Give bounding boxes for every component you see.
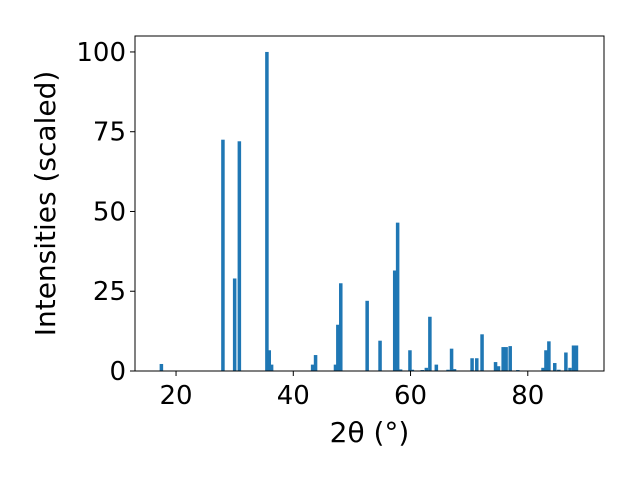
bar xyxy=(378,340,382,371)
bar xyxy=(493,362,498,371)
bar xyxy=(398,369,403,371)
bar xyxy=(313,355,318,371)
bar xyxy=(221,139,225,371)
bar xyxy=(392,270,397,371)
bar xyxy=(470,358,474,371)
y-axis: 0 25 50 75 100 xyxy=(76,38,135,387)
plot-frame xyxy=(134,35,605,372)
bar xyxy=(237,141,242,371)
y-tick-label: 50 xyxy=(93,197,126,227)
x-tick-label: 80 xyxy=(511,381,544,411)
x-axis: 20 40 60 80 xyxy=(159,371,544,411)
bar xyxy=(428,316,432,371)
bar xyxy=(557,369,561,371)
bar xyxy=(410,369,415,371)
bar xyxy=(408,350,412,371)
bar xyxy=(434,364,439,371)
bar xyxy=(508,346,512,371)
bar xyxy=(232,278,237,371)
x-tick-label: 60 xyxy=(394,381,427,411)
bar xyxy=(336,324,340,371)
bar xyxy=(269,364,274,371)
bar xyxy=(395,222,400,371)
bar xyxy=(504,347,508,371)
bar xyxy=(159,363,164,371)
bar xyxy=(333,364,338,371)
bar xyxy=(544,350,548,371)
y-tick-label: 100 xyxy=(76,38,126,68)
bar xyxy=(449,348,454,371)
bar xyxy=(265,51,269,371)
bars-group xyxy=(159,51,579,371)
bar xyxy=(496,366,501,371)
bar xyxy=(574,345,579,371)
bar xyxy=(452,369,457,371)
bar xyxy=(365,300,369,371)
bar xyxy=(475,358,479,371)
bar xyxy=(339,283,343,371)
bar xyxy=(547,341,551,371)
y-tick-label: 75 xyxy=(93,118,126,148)
bar xyxy=(310,364,315,371)
bar xyxy=(541,367,545,371)
bar xyxy=(568,367,572,371)
bar xyxy=(501,347,505,371)
bar xyxy=(480,334,484,371)
y-tick-label: 25 xyxy=(93,277,126,307)
bar xyxy=(552,363,557,371)
bar xyxy=(267,350,272,371)
x-tick-label: 40 xyxy=(277,381,310,411)
x-axis-label: 2θ (°) xyxy=(330,416,410,449)
y-axis-label: Intensities (scaled) xyxy=(29,71,62,337)
bar xyxy=(446,369,450,371)
y-tick-label: 0 xyxy=(109,357,126,387)
bar xyxy=(564,352,568,371)
bar xyxy=(571,345,576,371)
x-tick-label: 20 xyxy=(159,381,192,411)
bar xyxy=(424,367,429,371)
